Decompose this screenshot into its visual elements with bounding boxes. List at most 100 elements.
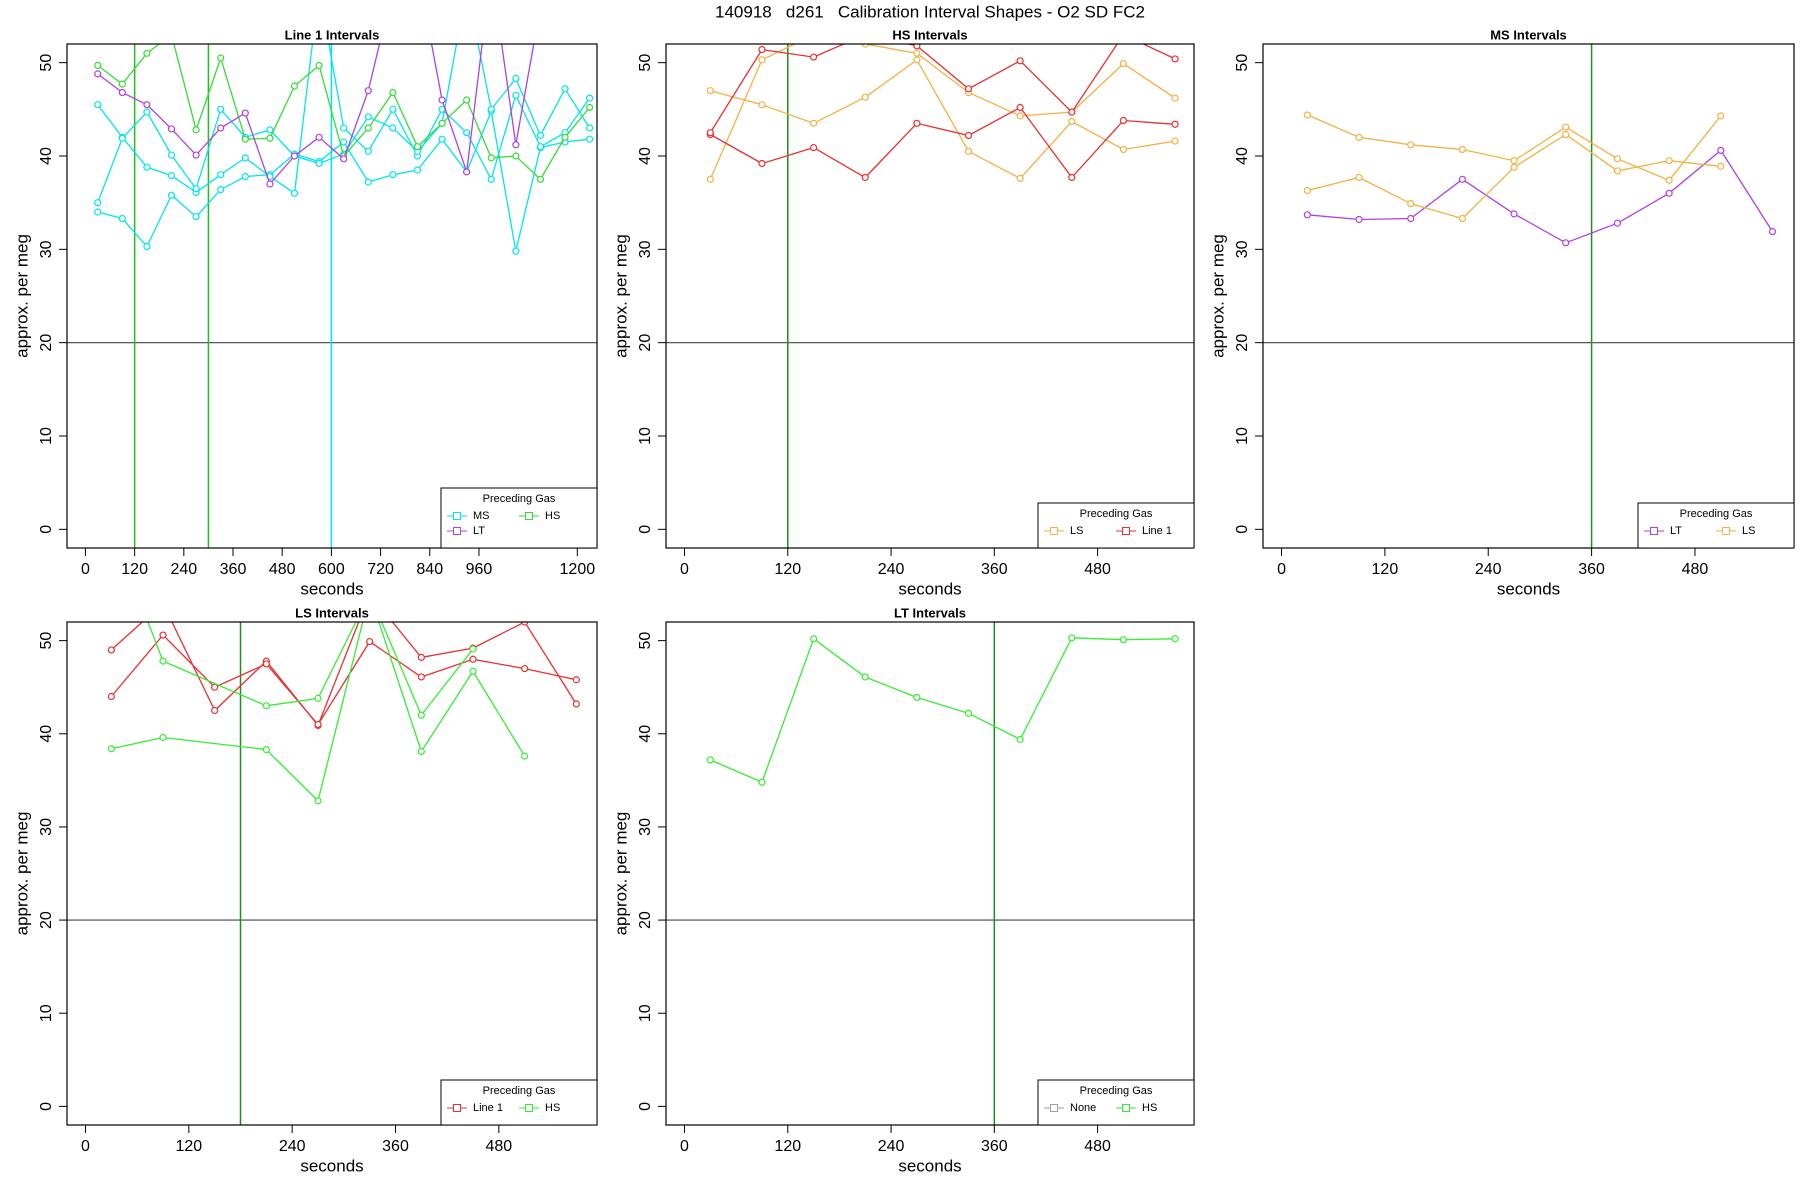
legend-label: HS [545, 510, 560, 522]
y-tick-label: 30 [1234, 240, 1251, 258]
data-point [469, 645, 477, 653]
legend-label: LS [1742, 525, 1755, 537]
y-tick-label: 50 [38, 54, 55, 72]
data-point [1407, 141, 1415, 149]
panel: LS Intervals 0 10 20 30 40 50 0 120 240 360 480 seco… [12, 605, 598, 1175]
legend-swatch [453, 512, 461, 520]
data-point [1171, 635, 1179, 643]
legend-box [1637, 502, 1795, 549]
panel-title: LT Intervals [894, 605, 966, 620]
data-point [861, 93, 869, 101]
data-point [1665, 157, 1673, 165]
data-point [521, 664, 529, 673]
panel-title: Line 1 Intervals [285, 27, 380, 42]
data-point [340, 124, 348, 132]
legend-box [440, 1079, 598, 1126]
data-point [758, 778, 766, 786]
legend-swatch [1050, 527, 1058, 535]
data-point [364, 87, 372, 95]
data-point [809, 144, 818, 152]
data-point [1717, 162, 1725, 170]
legend-swatch [1050, 1104, 1058, 1112]
data-point [290, 152, 299, 160]
x-tick-label: 0 [680, 1138, 689, 1155]
data-point [758, 45, 766, 54]
data-point [463, 168, 471, 176]
x-axis-label: seconds [898, 1156, 961, 1175]
data-point [94, 101, 102, 109]
legend-title: Preceding Gas [483, 1085, 556, 1097]
series-line [110, 634, 577, 726]
data-point [143, 101, 151, 109]
data-point [1119, 636, 1128, 644]
plot-area [1263, 44, 1794, 548]
x-tick-label: 360 [1578, 561, 1605, 578]
data-point [118, 88, 126, 97]
data-point [463, 129, 471, 137]
x-tick-label: 360 [981, 1138, 1008, 1155]
x-tick-label: 480 [485, 1138, 512, 1155]
legend-swatch [1722, 527, 1730, 535]
data-point [1562, 123, 1570, 131]
data-point [521, 622, 529, 626]
series-line [710, 58, 1176, 180]
data-point [217, 105, 225, 113]
data-point [809, 635, 818, 643]
data-point [1171, 55, 1179, 63]
plot-frame [66, 43, 598, 549]
legend-label: Line 1 [473, 1102, 503, 1114]
y-tick-label: 10 [1234, 427, 1251, 445]
data-point [463, 96, 471, 104]
data-point [192, 151, 200, 159]
data-point [217, 186, 225, 194]
data-point [314, 720, 322, 729]
data-point [118, 80, 126, 88]
data-point [1562, 239, 1570, 247]
legend: Preceding Gas None HS [1037, 1079, 1195, 1126]
data-point [512, 141, 520, 149]
data-point [913, 56, 921, 64]
data-point [266, 126, 274, 134]
data-point [1613, 155, 1622, 163]
y-axis-label: approx. per meg [12, 234, 31, 358]
data-point [107, 745, 115, 753]
x-tick-label: 240 [1475, 561, 1502, 578]
y-tick-label: 50 [38, 632, 55, 650]
series-line [111, 622, 526, 803]
x-axis-label: seconds [1497, 579, 1560, 598]
x-tick-label: 960 [466, 561, 493, 578]
x-tick-label: 480 [269, 561, 296, 578]
y-tick-label: 0 [637, 1102, 654, 1111]
data-point [241, 109, 249, 117]
data-point [706, 756, 714, 764]
data-point [315, 133, 323, 141]
data-point [487, 105, 495, 113]
data-point [159, 733, 167, 742]
data-point [1510, 157, 1518, 165]
data-point [266, 134, 274, 142]
data-point [266, 180, 274, 188]
data-point [1016, 57, 1024, 65]
data-point [758, 101, 766, 109]
x-tick-label: 720 [367, 561, 394, 578]
legend-box [1037, 502, 1195, 549]
legend-box [1037, 1079, 1195, 1126]
y-axis-label: approx. per meg [611, 234, 630, 358]
x-axis-label: seconds [898, 579, 961, 598]
data-point [1510, 163, 1518, 171]
data-point [487, 175, 495, 183]
data-point [159, 631, 167, 639]
data-point [1562, 130, 1570, 139]
legend-label: LT [473, 525, 485, 537]
x-tick-label: 0 [81, 561, 90, 578]
data-point [1068, 108, 1076, 116]
legend: Preceding Gas Line 1 HS [440, 1079, 598, 1126]
x-tick-label: 0 [1277, 561, 1286, 578]
data-point [217, 171, 225, 179]
y-tick-label: 40 [637, 147, 654, 165]
data-point [586, 124, 594, 132]
panel: LT Intervals 0 10 20 30 40 50 0 120 240 360 480 seco… [611, 605, 1195, 1175]
y-tick-label: 30 [637, 818, 654, 836]
data-point [192, 126, 200, 134]
data-point [143, 163, 151, 171]
